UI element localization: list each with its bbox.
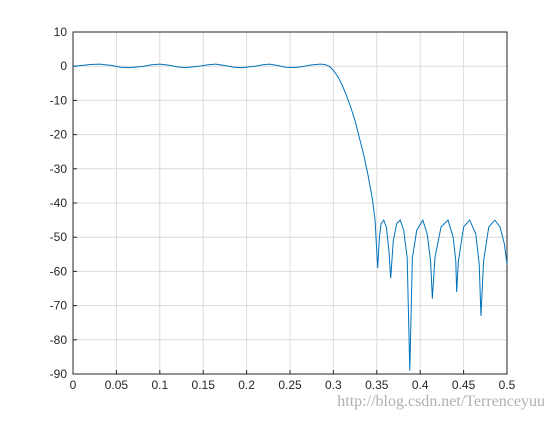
y-tick-label: -50 — [50, 230, 68, 244]
y-tick-label: -90 — [50, 367, 68, 381]
data-line — [72, 63, 508, 371]
y-tick-label: -30 — [50, 162, 68, 176]
y-tick-label: -70 — [50, 299, 68, 313]
y-tick-label: 10 — [54, 25, 68, 39]
x-tick-label: 0.4 — [412, 378, 429, 392]
x-tick-label: 0.45 — [452, 378, 476, 392]
x-tick-label: 0.15 — [192, 378, 216, 392]
y-tick-label: -10 — [50, 93, 68, 107]
x-tick-label: 0.25 — [278, 378, 302, 392]
x-tick-label: 0.2 — [238, 378, 255, 392]
x-tick-label: 0.5 — [499, 378, 516, 392]
watermark: http://blog.csdn.net/Terrenceyuu — [337, 393, 545, 410]
y-tick-label: -80 — [50, 333, 68, 347]
x-tick-label: 0.1 — [151, 378, 168, 392]
y-tick-label: 0 — [60, 59, 67, 73]
y-tick-label: -60 — [50, 264, 68, 278]
x-tick-label: 0.35 — [365, 378, 389, 392]
x-tick-label: 0.3 — [325, 378, 342, 392]
y-tick-label: -40 — [50, 196, 68, 210]
x-tick-label: 0.05 — [105, 378, 129, 392]
y-tick-label: -20 — [50, 128, 68, 142]
x-tick-label: 0 — [70, 378, 77, 392]
plot-area: 100-10-20-30-40-50-60-70-80-900 0.05 0.1 0.… — [50, 25, 516, 392]
axes-box — [72, 31, 508, 375]
